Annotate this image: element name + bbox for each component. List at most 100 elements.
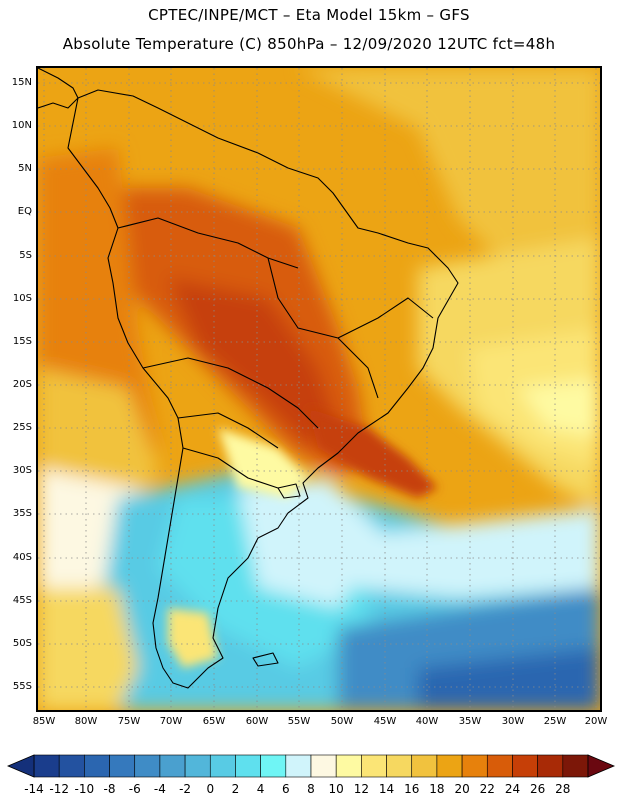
colorbar-box bbox=[361, 754, 387, 778]
border-5 bbox=[182, 447, 279, 489]
colorbar-label: 0 bbox=[206, 782, 215, 796]
colorbar-under-arrow bbox=[6, 754, 35, 778]
temperature-map bbox=[38, 68, 600, 710]
colorbar-label: 12 bbox=[353, 782, 369, 796]
colorbar-box bbox=[537, 754, 564, 778]
field-atlantic-pale bbox=[518, 378, 600, 438]
colorbar-box bbox=[562, 754, 589, 778]
border-4 bbox=[267, 257, 379, 399]
lon-label: 40W bbox=[415, 716, 439, 727]
colorbar-label: -8 bbox=[103, 782, 116, 796]
colorbar-label: 8 bbox=[307, 782, 315, 796]
colorbar-label: -2 bbox=[179, 782, 192, 796]
lat-label: 35S bbox=[12, 508, 32, 519]
field-cold-3 bbox=[238, 478, 388, 608]
lat-label: 15N bbox=[11, 77, 32, 88]
lon-label: 35W bbox=[458, 716, 482, 727]
colorbar-box bbox=[235, 754, 261, 778]
field-cold-intrusion bbox=[218, 428, 308, 498]
lat-label: 5S bbox=[19, 250, 32, 261]
border-1 bbox=[117, 217, 299, 269]
colorbar-box bbox=[109, 754, 136, 778]
colorbar-label: 26 bbox=[529, 782, 546, 796]
lon-label: 55W bbox=[287, 716, 311, 727]
colorbar-label: 28 bbox=[555, 782, 571, 796]
colorbar-label: 10 bbox=[328, 782, 344, 796]
colorbar-box bbox=[486, 754, 513, 778]
colorbar-label: -10 bbox=[74, 782, 95, 796]
colorbar-box bbox=[134, 754, 161, 778]
uruguay-lake bbox=[277, 483, 301, 499]
south-america-coast bbox=[67, 89, 459, 689]
colorbar bbox=[6, 754, 616, 778]
lat-label: 30S bbox=[12, 465, 32, 476]
colorbar-box bbox=[335, 754, 362, 778]
colorbar-label: -6 bbox=[128, 782, 141, 796]
field-south-atl-band bbox=[338, 508, 600, 598]
lon-label: 25W bbox=[543, 716, 567, 727]
colorbar-box bbox=[285, 754, 312, 778]
lat-label: 15S bbox=[12, 336, 32, 347]
lat-label: 40S bbox=[12, 552, 32, 563]
lon-label: 85W bbox=[32, 716, 56, 727]
lon-label: 80W bbox=[74, 716, 98, 727]
lon-label: 45W bbox=[373, 716, 397, 727]
colorbar-boxes bbox=[33, 754, 589, 778]
colorbar-label: 14 bbox=[378, 782, 395, 796]
colorbar-box bbox=[209, 754, 236, 778]
field-cold-deeper bbox=[418, 648, 600, 710]
colorbar-label: -4 bbox=[153, 782, 166, 796]
lon-label: 20W bbox=[584, 716, 608, 727]
colorbar-label: -14 bbox=[24, 782, 44, 796]
colorbar-box bbox=[84, 754, 110, 778]
border-3 bbox=[177, 412, 279, 449]
lat-label: 50S bbox=[12, 638, 32, 649]
colorbar-box bbox=[310, 754, 337, 778]
colorbar-box bbox=[260, 754, 287, 778]
lat-label: 10S bbox=[12, 293, 32, 304]
colorbar-label: 16 bbox=[404, 782, 420, 796]
lat-label: 20S bbox=[12, 379, 32, 390]
field-frontal-tongue bbox=[308, 408, 438, 498]
colorbar-label: -12 bbox=[49, 782, 69, 796]
field-sw-pacific bbox=[38, 588, 138, 710]
central-america-coast bbox=[38, 68, 79, 109]
field-patagonia-patch bbox=[168, 608, 218, 668]
field-north-light bbox=[298, 68, 600, 268]
colorbar-over-arrow bbox=[587, 754, 616, 778]
colorbar-box bbox=[184, 754, 211, 778]
border-2 bbox=[142, 357, 319, 429]
colorbar-box bbox=[58, 754, 85, 778]
colorbar-label: 4 bbox=[256, 782, 265, 796]
lon-label: 70W bbox=[159, 716, 183, 727]
colorbar-box bbox=[436, 754, 463, 778]
colorbar-label: 20 bbox=[454, 782, 470, 796]
falklands bbox=[252, 652, 279, 667]
lat-label: 10N bbox=[11, 120, 32, 131]
colorbar-box bbox=[512, 754, 538, 778]
colorbar-label: 22 bbox=[479, 782, 495, 796]
lat-label: 55S bbox=[12, 681, 32, 692]
field-interior-hot bbox=[168, 278, 338, 448]
colorbar-box bbox=[411, 754, 438, 778]
lon-label: 50W bbox=[330, 716, 354, 727]
map-frame bbox=[36, 66, 602, 712]
colorbar-box bbox=[33, 754, 60, 778]
colorbar-box bbox=[386, 754, 413, 778]
coastlines bbox=[38, 68, 459, 689]
lat-label: 5N bbox=[18, 163, 32, 174]
lat-label: 25S bbox=[12, 422, 32, 433]
lon-label: 75W bbox=[117, 716, 141, 727]
lon-label: 30W bbox=[501, 716, 525, 727]
border-6 bbox=[337, 297, 434, 339]
colorbar-label: 18 bbox=[429, 782, 445, 796]
colorbar-label: 24 bbox=[504, 782, 521, 796]
map-gridlines bbox=[38, 68, 600, 710]
title-line-1: CPTEC/INPE/MCT – Eta Model 15km – GFS bbox=[148, 6, 470, 24]
colorbar-box bbox=[159, 754, 186, 778]
lat-label: 45S bbox=[12, 595, 32, 606]
colorbar-box bbox=[461, 754, 488, 778]
lat-label: EQ bbox=[17, 206, 32, 217]
colorbar-label: 6 bbox=[281, 782, 290, 796]
title-line-2: Absolute Temperature (C) 850hPa – 12/09/… bbox=[62, 35, 556, 53]
